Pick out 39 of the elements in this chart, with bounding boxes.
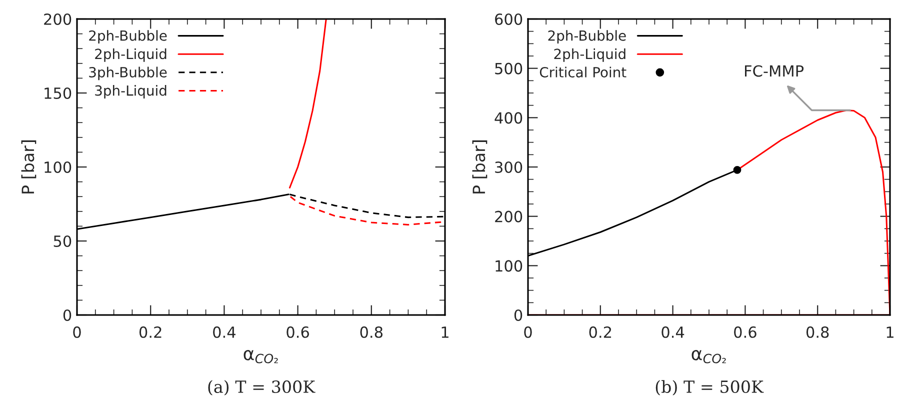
line-series [288, 19, 327, 188]
y-tick-label: 0 [514, 309, 522, 322]
y-tick-label: 300 [495, 161, 522, 174]
y-tick-label: 100 [496, 260, 522, 272]
y-axis-title: P [bar] [472, 140, 488, 194]
x-tick-label: 0.4 [662, 326, 684, 338]
y-tick-label: 600 [495, 13, 522, 26]
y-axis-title: P [bar] [21, 140, 36, 194]
text: (b) T = 500K [656, 380, 764, 396]
y-tick-label: 500 [495, 62, 522, 74]
y-tick-label: 100 [44, 161, 72, 174]
x-tick-label: 0.8 [360, 326, 383, 338]
legend-label: 2ph-Liquid [554, 48, 626, 62]
legend-label: Critical Point [540, 66, 626, 78]
y-tick-label: 150 [44, 87, 72, 100]
x-axis-title: α$_{CO₂}$ [692, 350, 726, 364]
text: (a) T = 300K [208, 380, 316, 396]
x-tick-label: 0 [524, 326, 532, 338]
y-tick-label: 0 [63, 309, 72, 322]
x-tick-label: 0.8 [806, 326, 829, 338]
x-tick-label: 0 [73, 326, 81, 338]
y-tick-label: 400 [494, 112, 522, 124]
x-tick-label: 1 [442, 326, 448, 338]
x-tick-label: 0.2 [589, 326, 612, 338]
x-tick-label: 0.2 [139, 326, 162, 338]
annotation: FC-MMP [745, 65, 804, 77]
legend-label: 2ph-Liquid [95, 48, 166, 62]
legend-label: 2ph-Bubble [548, 30, 626, 44]
x-tick-label: 1 [886, 326, 894, 338]
x-tick-label: 0.6 [286, 326, 309, 338]
y-tick-label: 200 [44, 13, 72, 26]
legend-label: 2ph-Bubble [89, 30, 167, 44]
y-tick-label: 200 [495, 210, 522, 222]
y-tick-label: 50 [54, 235, 72, 248]
legend-label: 3ph-Liquid [95, 85, 166, 98]
x-tick-label: 0.6 [734, 326, 756, 338]
x-axis-title: α$_{CO₂}$ [244, 350, 278, 364]
legend-label: 3ph-Bubble [89, 66, 167, 80]
x-tick-label: 0.4 [213, 326, 236, 338]
